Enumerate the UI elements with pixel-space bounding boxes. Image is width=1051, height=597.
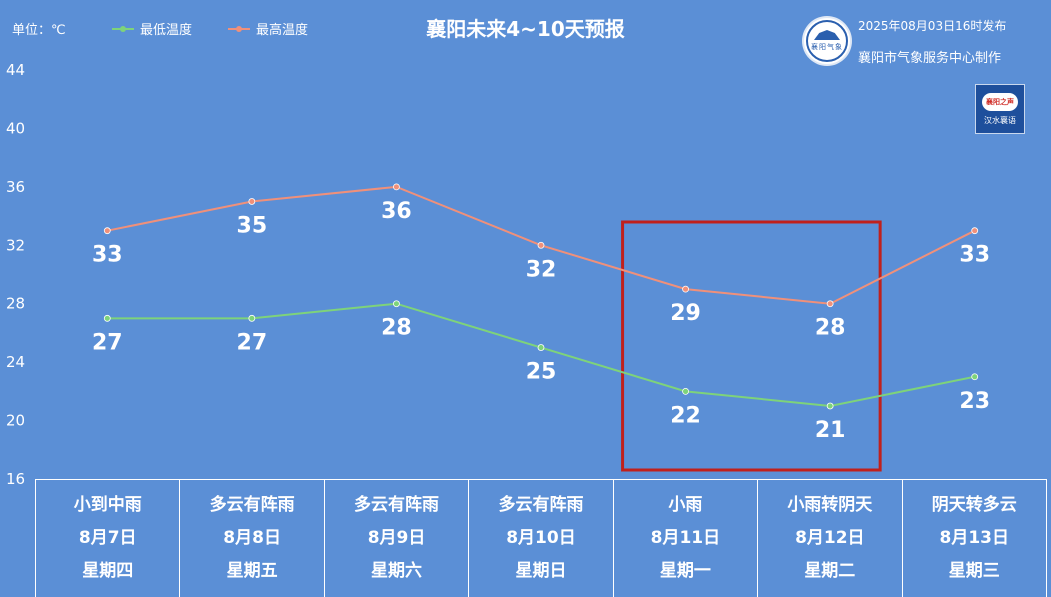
y-tick-label: 36 [6, 178, 25, 196]
data-label: 23 [959, 389, 990, 414]
data-label: 22 [670, 403, 701, 428]
y-tick-label: 16 [6, 470, 25, 488]
data-point [537, 344, 545, 351]
data-point [826, 402, 834, 410]
y-tick-label: 32 [6, 236, 25, 254]
data-label: 27 [237, 330, 268, 355]
data-label: 29 [670, 301, 701, 326]
logo-text: 襄阳气象 [811, 43, 843, 51]
highlight-box [621, 220, 882, 472]
y-tick-label: 40 [6, 119, 25, 137]
data-point [248, 314, 256, 322]
badge-bottom-text: 汉水襄语 [984, 115, 1016, 125]
weather-label: 小到中雨 [73, 495, 142, 515]
y-tick-label: 28 [6, 295, 25, 313]
y-tick-label: 44 [6, 61, 25, 79]
pavilion-icon: 襄阳气象 [806, 20, 848, 62]
legend-item-high: 最高温度 [228, 19, 308, 38]
unit-label-text: 单位：℃ [12, 23, 66, 38]
date-label: 8月8日 [223, 528, 281, 548]
data-point [971, 373, 979, 381]
data-point [537, 241, 545, 249]
data-label: 32 [526, 257, 557, 282]
weather-label: 多云有阵雨 [209, 495, 295, 515]
data-point [393, 183, 400, 191]
weekday-label: 星期二 [804, 561, 856, 581]
unit-label: 单位：℃ [12, 19, 66, 38]
forecast-table: 小到中雨 8月7日 星期四 多云有阵雨 8月8日 星期五 多云有阵雨 8月9日 … [35, 479, 1047, 597]
legend-label-low: 最低温度 [140, 23, 193, 38]
date-label: 8月9日 [367, 528, 426, 548]
forecast-day: 小雨转阴天 8月12日 星期二 [757, 480, 901, 597]
y-tick-label: 20 [6, 412, 25, 430]
weekday-label: 星期一 [659, 561, 711, 581]
data-point [682, 285, 689, 293]
data-label: 28 [815, 316, 846, 341]
data-label: 33 [92, 243, 123, 268]
forecast-day: 多云有阵雨 8月10日 星期日 [468, 480, 612, 597]
legend-label-high: 最高温度 [256, 23, 309, 38]
cloud-icon: 襄阳之声 [982, 92, 1018, 111]
weekday-label: 星期六 [371, 561, 423, 581]
forecast-day: 小到中雨 8月7日 星期四 [35, 480, 179, 597]
forecast-day: 多云有阵雨 8月8日 星期五 [179, 480, 323, 597]
date-label: 8月13日 [939, 528, 1009, 548]
date-label: 8月12日 [795, 528, 865, 548]
data-point [393, 300, 400, 308]
data-point [826, 300, 834, 308]
forecast-day: 阴天转多云 8月13日 星期三 [901, 480, 1047, 597]
data-point [103, 227, 111, 235]
publish-time: 2025年08月03日16时发布 [858, 19, 1007, 33]
data-label: 21 [815, 418, 846, 443]
forecast-day: 多云有阵雨 8月9日 星期六 [323, 480, 468, 597]
legend-swatch-high [228, 25, 250, 32]
data-label: 27 [92, 330, 123, 355]
weather-label: 多云有阵雨 [354, 495, 440, 515]
data-point [103, 314, 111, 322]
weather-label: 小雨转阴天 [787, 495, 873, 515]
chart-title: 襄阳未来4~10天预报 [426, 17, 625, 41]
legend-swatch-low [112, 25, 134, 32]
date-label: 8月7日 [78, 528, 137, 548]
weekday-label: 星期日 [515, 561, 567, 581]
weather-label: 多云有阵雨 [498, 495, 584, 515]
weekday-label: 星期五 [226, 561, 278, 581]
data-label: 28 [381, 316, 412, 341]
weather-label: 小雨 [668, 495, 703, 515]
data-point [971, 227, 979, 235]
forecast-day: 小雨 8月11日 星期一 [612, 480, 757, 597]
data-label: 33 [959, 243, 990, 268]
data-point [682, 387, 689, 395]
weather-label: 阴天转多云 [931, 495, 1017, 515]
data-label: 35 [237, 213, 268, 238]
data-label: 25 [526, 360, 557, 385]
badge-top-text: 襄阳之声 [986, 97, 1014, 106]
date-label: 8月11日 [650, 528, 721, 548]
weekday-label: 星期四 [82, 561, 134, 581]
legend-item-low: 最低温度 [112, 19, 192, 38]
weekday-label: 星期三 [948, 561, 1000, 581]
data-label: 36 [381, 199, 412, 224]
radio-badge: 襄阳之声 汉水襄语 [975, 84, 1025, 134]
maker-label: 襄阳市气象服务中心制作 [858, 51, 1002, 66]
data-point [248, 198, 256, 205]
weather-bureau-logo: 襄阳气象 [804, 18, 850, 64]
date-label: 8月10日 [506, 528, 576, 548]
y-tick-label: 24 [6, 353, 25, 371]
